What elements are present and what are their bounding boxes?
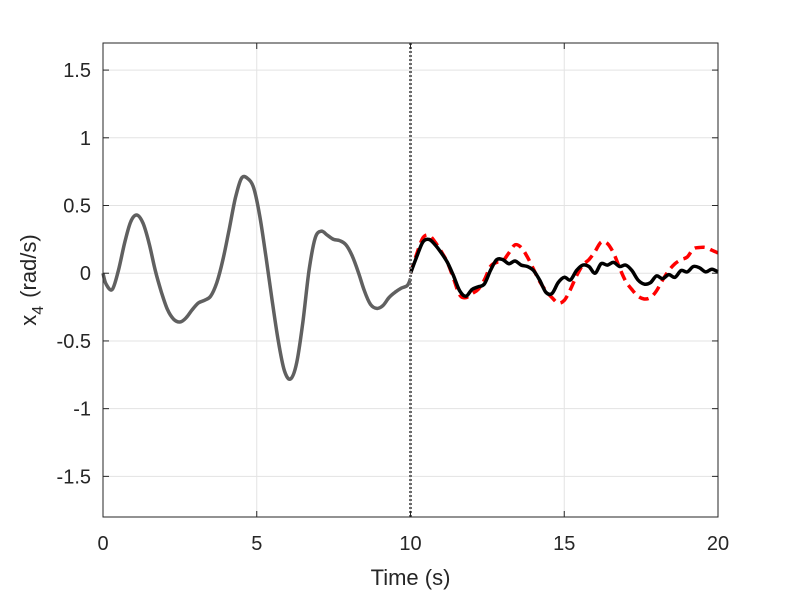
x-tick-label: 20 xyxy=(707,533,729,555)
y-tick-label: -1.5 xyxy=(57,466,91,488)
series-line-reference xyxy=(408,233,719,305)
y-axis-title-subscript: 4 xyxy=(30,306,47,315)
y-tick-label: 0.5 xyxy=(63,196,91,218)
x-axis-title: Time (s) xyxy=(371,565,451,590)
y-tick-label: 0 xyxy=(80,263,91,285)
x-tick-label: 15 xyxy=(553,533,575,555)
x-tick-label: 0 xyxy=(97,533,108,555)
x-tick-label: 10 xyxy=(399,533,421,555)
plot-area xyxy=(101,174,719,381)
y-tick-label: 1.5 xyxy=(63,60,91,82)
series-line-history xyxy=(101,174,413,381)
y-tick-label: -1 xyxy=(73,399,91,421)
y-tick-label: -0.5 xyxy=(57,331,91,353)
y-axis-title: x4 (rad/s) xyxy=(16,234,47,325)
y-axis-title-unit: (rad/s) xyxy=(16,234,41,298)
y-tick-label: 1 xyxy=(80,128,91,150)
ticks: 0 5 10 15 20 -1.5 -1 -0.5 0 0.5 1 1.5 xyxy=(57,43,729,555)
x-tick-label: 5 xyxy=(251,533,262,555)
series-line-prediction xyxy=(408,237,719,299)
y-axis-title-main: x xyxy=(16,315,41,326)
